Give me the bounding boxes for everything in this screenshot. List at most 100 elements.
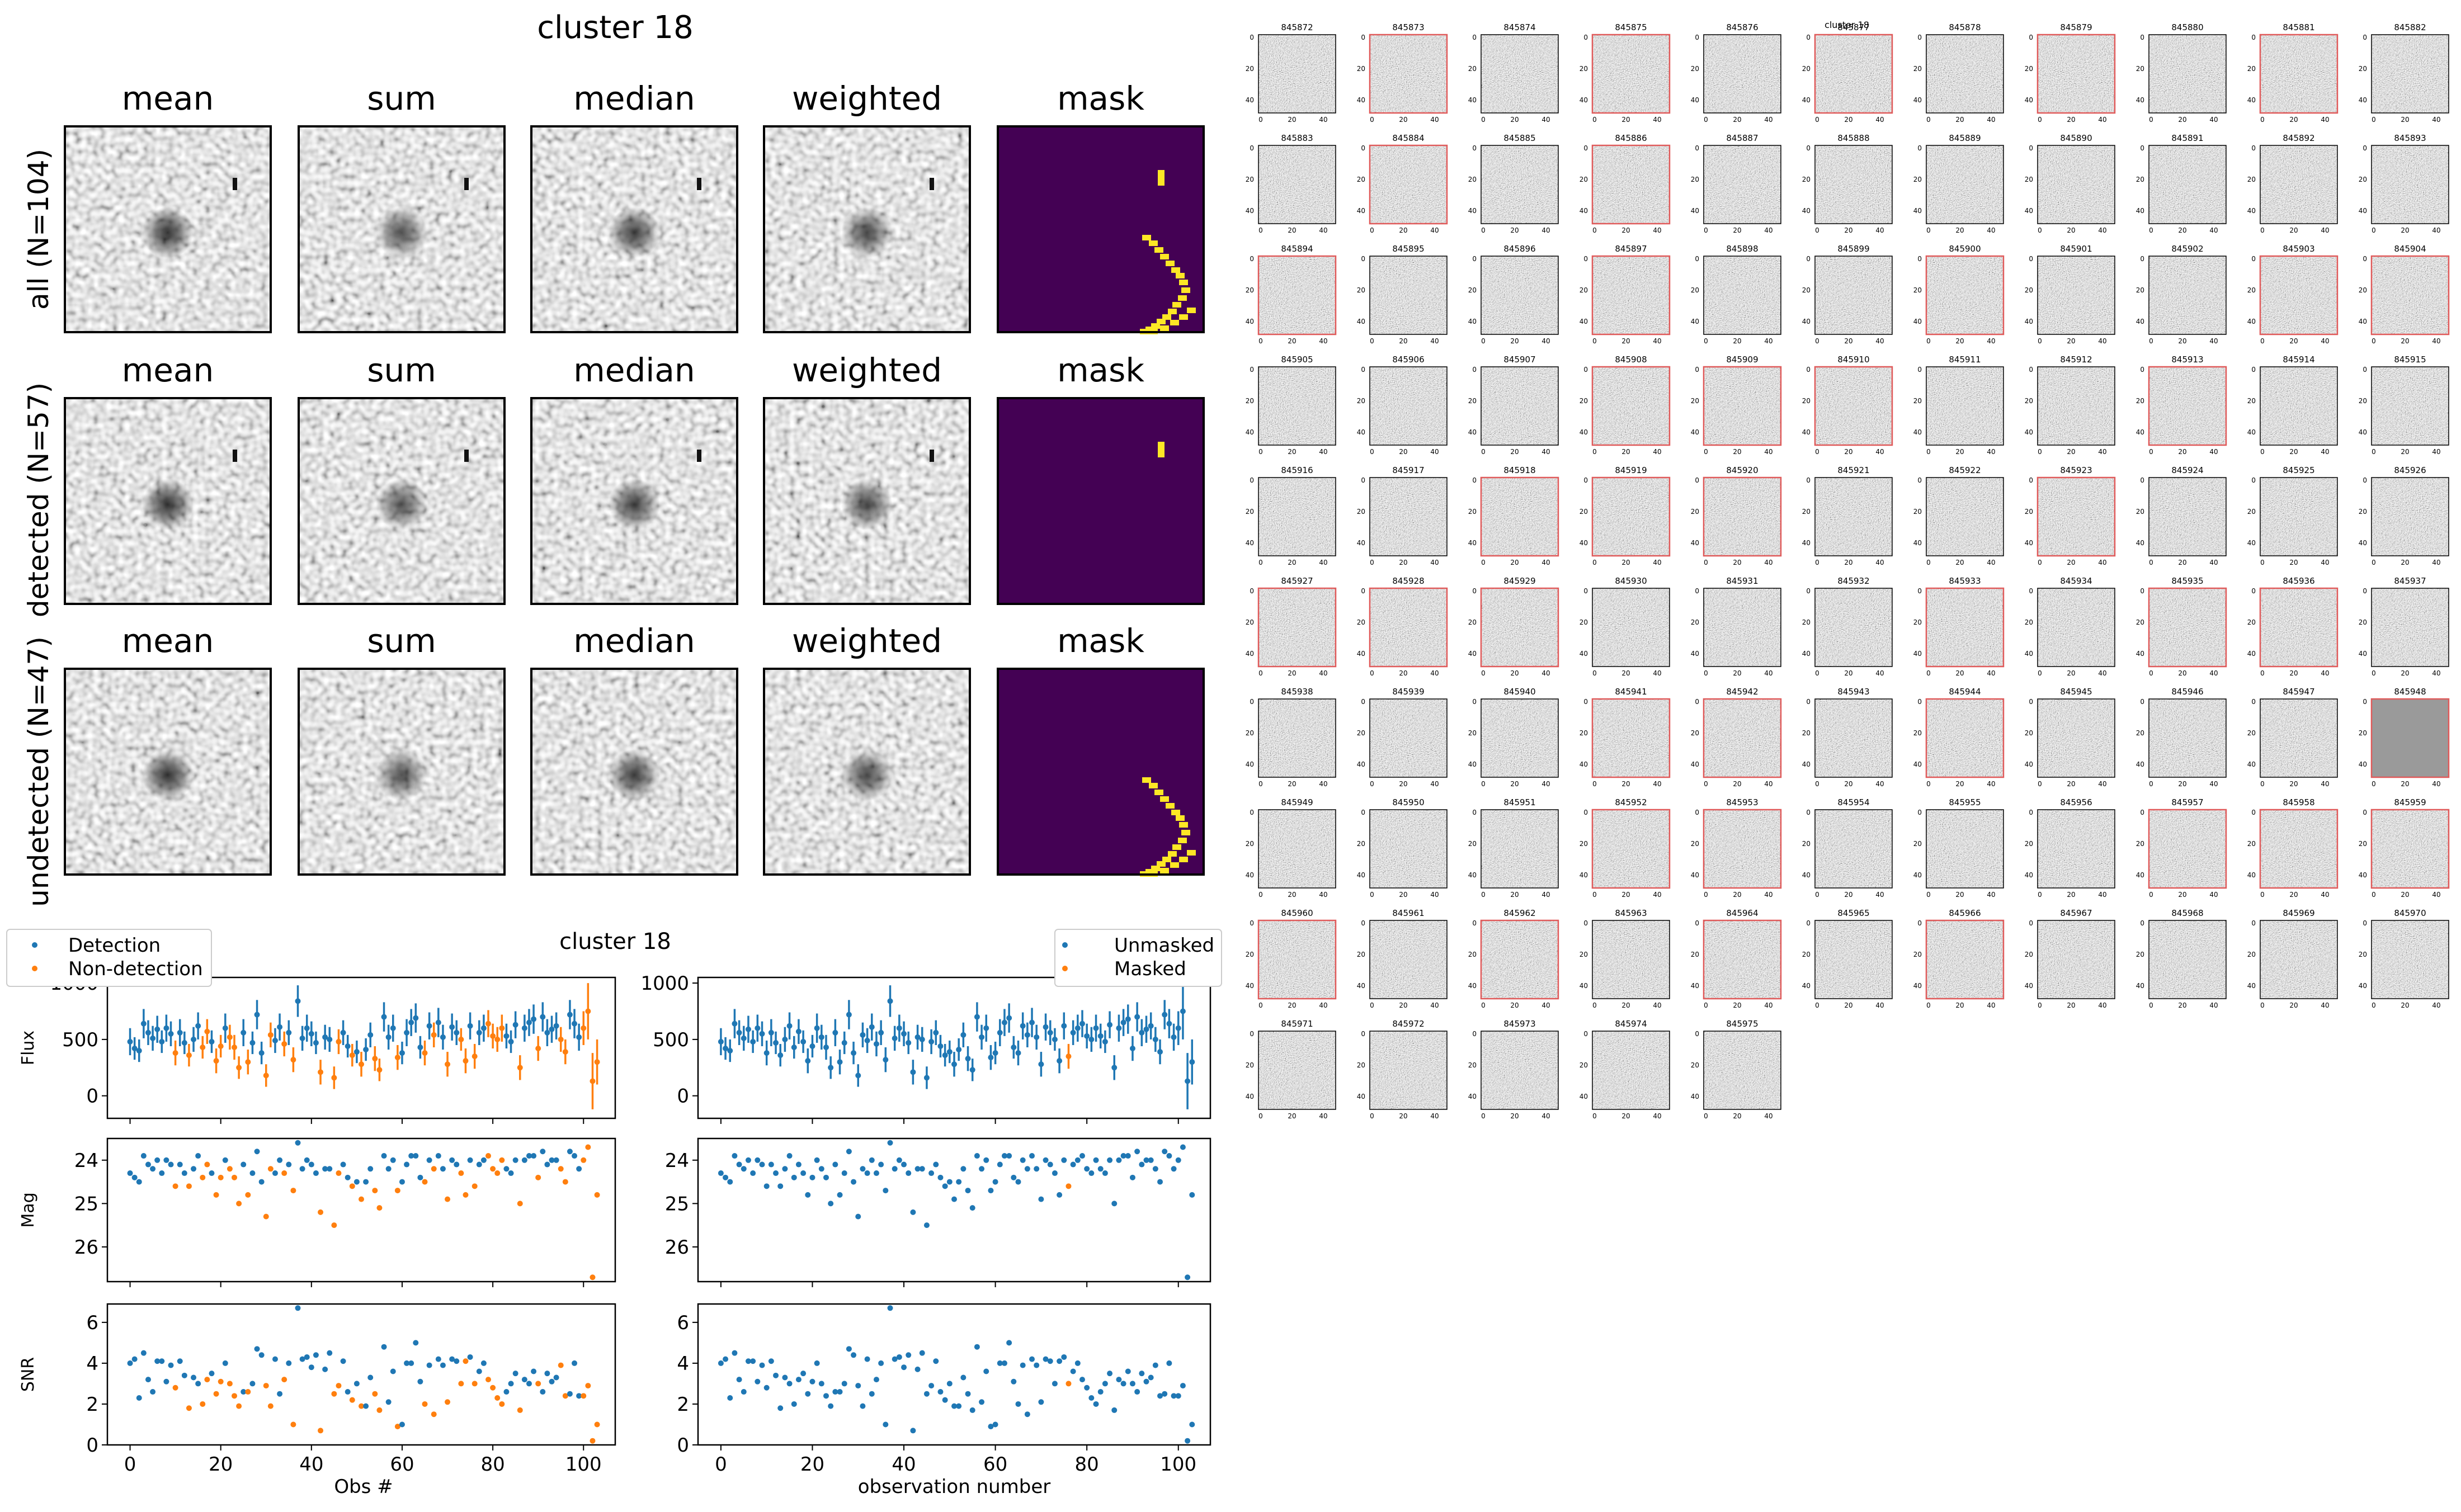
cutout-x-tick: 40: [1764, 891, 1772, 899]
data-point: [1171, 1393, 1177, 1399]
data-point: [503, 1389, 510, 1395]
cutout-frame: [2148, 34, 2227, 114]
data-point: [480, 1157, 487, 1163]
data-point: [946, 1049, 953, 1055]
data-point: [594, 1192, 600, 1198]
cutout-y-tick: 40: [2136, 539, 2144, 547]
cutout-y-tick: 0: [1250, 587, 1254, 595]
data-point: [576, 1393, 582, 1399]
data-point: [869, 1391, 875, 1397]
cutout-frame: [2036, 476, 2116, 557]
cutout-image: [1815, 145, 1892, 224]
cutout-frame: [1258, 366, 1336, 446]
data-point: [531, 1016, 537, 1022]
cutout-image: [2149, 367, 2226, 445]
data-point: [1084, 1385, 1090, 1391]
cutout-x-tick: 20: [1844, 1001, 1852, 1009]
y-tick-label: 4: [677, 1353, 689, 1375]
data-point: [923, 1391, 930, 1397]
data-point: [759, 1161, 765, 1168]
cutout-y-tick: 0: [1695, 587, 1699, 595]
data-point: [901, 1364, 907, 1371]
data-point: [376, 1067, 383, 1073]
cutout-y-tick: 0: [1806, 476, 1811, 484]
data-point: [526, 1019, 532, 1026]
data-point: [1043, 1157, 1049, 1163]
cutout-id-label: 845940: [1503, 687, 1535, 697]
cutout-x-tick: 20: [1621, 891, 1630, 899]
cutout-x-tick: 0: [1815, 448, 1819, 456]
data-point: [763, 1050, 770, 1056]
data-point: [286, 1360, 292, 1366]
data-point: [186, 1052, 192, 1059]
cutout-id-label: 845873: [1392, 22, 1424, 32]
data-point: [1162, 1149, 1168, 1155]
cutout-image: [1481, 810, 1558, 888]
data-point: [435, 1019, 441, 1026]
cutout-frame: [2260, 920, 2338, 999]
data-point: [576, 1166, 582, 1172]
data-point: [313, 1170, 319, 1176]
cutout-x-tick: 0: [1592, 226, 1597, 234]
cutout-x-tick: 0: [1592, 1001, 1597, 1009]
mask-image: [998, 126, 1204, 332]
cutout-id-label: 845930: [1615, 576, 1647, 586]
cutout-x-tick: 20: [1288, 337, 1296, 345]
cutout-frame: [2148, 145, 2227, 224]
cutout-y-tick: 0: [2251, 144, 2256, 152]
cutout-x-tick: 20: [1288, 559, 1296, 566]
cutout-id-label: 845947: [2283, 687, 2314, 697]
cutout-x-tick: 40: [1764, 226, 1772, 234]
data-point: [318, 1069, 324, 1075]
cutout-y-tick: 20: [2247, 951, 2256, 958]
data-point: [136, 1048, 142, 1054]
cutout-x-tick: 0: [1481, 559, 1486, 566]
data-point: [313, 1352, 319, 1358]
data-point: [997, 1360, 1003, 1366]
data-point: [181, 1372, 187, 1378]
data-point: [277, 1024, 283, 1030]
cutout-image: [1926, 367, 2003, 445]
cutout-y-tick: 40: [1246, 871, 1254, 879]
data-point: [417, 1378, 423, 1385]
cutout-y-tick: 20: [2025, 176, 2033, 183]
cutout-y-tick: 20: [1913, 840, 1922, 848]
cutout-y-tick: 0: [1361, 809, 1365, 816]
cutout-y-tick: 40: [1691, 318, 1699, 325]
cutout-id-label: 845959: [2394, 797, 2426, 807]
cutout-y-tick: 40: [1802, 207, 1811, 215]
data-point: [254, 1012, 260, 1018]
data-point: [878, 1360, 884, 1366]
cutout-x-tick: 20: [1510, 1112, 1519, 1120]
cutout-x-tick: 0: [2372, 1001, 2376, 1009]
cutout-id-label: 845881: [2283, 22, 2314, 32]
cutout-frame: [2037, 256, 2115, 335]
cutout-y-tick: 0: [1695, 809, 1699, 816]
cutout-x-tick: 40: [1319, 891, 1327, 899]
data-point: [1057, 1058, 1063, 1064]
cutout-id-label: 845960: [1281, 908, 1313, 918]
cutout-x-tick: 20: [1399, 1112, 1407, 1120]
image-frame: [997, 125, 1205, 333]
cutout-y-tick: 20: [2136, 951, 2144, 958]
cutout-x-tick: 20: [1844, 448, 1852, 456]
cutout-y-tick: 40: [1580, 318, 1588, 325]
legend-marker-detection: [32, 942, 37, 948]
data-point: [1001, 1153, 1007, 1159]
cutout-y-tick: 0: [1695, 698, 1699, 706]
column-title: mask: [1057, 79, 1144, 117]
data-point: [222, 1025, 228, 1031]
cutout-x-tick: 40: [1764, 669, 1772, 677]
cutout-image: [1481, 145, 1558, 224]
cutout-y-tick: 20: [2025, 618, 2033, 626]
data-point: [295, 1305, 301, 1311]
cutout-image: [1592, 699, 1670, 777]
cutout-y-tick: 0: [2029, 919, 2033, 927]
cutout-id-label: 845957: [2171, 797, 2203, 807]
cutout-x-tick: 0: [1258, 116, 1263, 124]
mask-pixel: [1142, 777, 1151, 783]
cutout-image: [2038, 367, 2115, 445]
data-point: [1139, 1029, 1145, 1036]
data-point: [1084, 1033, 1090, 1039]
cutout-x-tick: 0: [1258, 226, 1263, 234]
